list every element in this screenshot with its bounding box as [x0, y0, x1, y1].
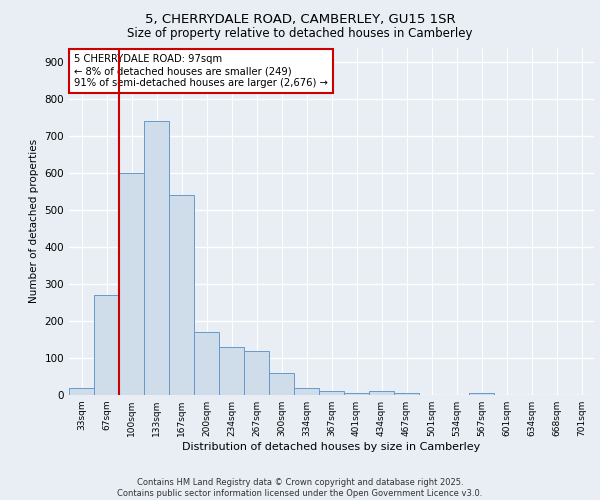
Bar	[119, 173, 144, 395]
Bar	[69, 388, 94, 395]
Text: Size of property relative to detached houses in Camberley: Size of property relative to detached ho…	[127, 28, 473, 40]
Bar	[294, 388, 319, 395]
Text: 5 CHERRYDALE ROAD: 97sqm
← 8% of detached houses are smaller (249)
91% of semi-d: 5 CHERRYDALE ROAD: 97sqm ← 8% of detache…	[74, 54, 328, 88]
Bar	[269, 373, 294, 395]
Y-axis label: Number of detached properties: Number of detached properties	[29, 139, 39, 304]
Bar	[194, 332, 219, 395]
Bar	[169, 196, 194, 395]
Bar	[344, 393, 369, 395]
Bar	[244, 350, 269, 395]
Bar	[319, 392, 344, 395]
Bar	[94, 295, 119, 395]
X-axis label: Distribution of detached houses by size in Camberley: Distribution of detached houses by size …	[182, 442, 481, 452]
Bar	[219, 347, 244, 395]
Text: Contains HM Land Registry data © Crown copyright and database right 2025.
Contai: Contains HM Land Registry data © Crown c…	[118, 478, 482, 498]
Bar	[144, 122, 169, 395]
Bar	[469, 393, 494, 395]
Bar	[369, 392, 394, 395]
Text: 5, CHERRYDALE ROAD, CAMBERLEY, GU15 1SR: 5, CHERRYDALE ROAD, CAMBERLEY, GU15 1SR	[145, 12, 455, 26]
Bar	[394, 393, 419, 395]
